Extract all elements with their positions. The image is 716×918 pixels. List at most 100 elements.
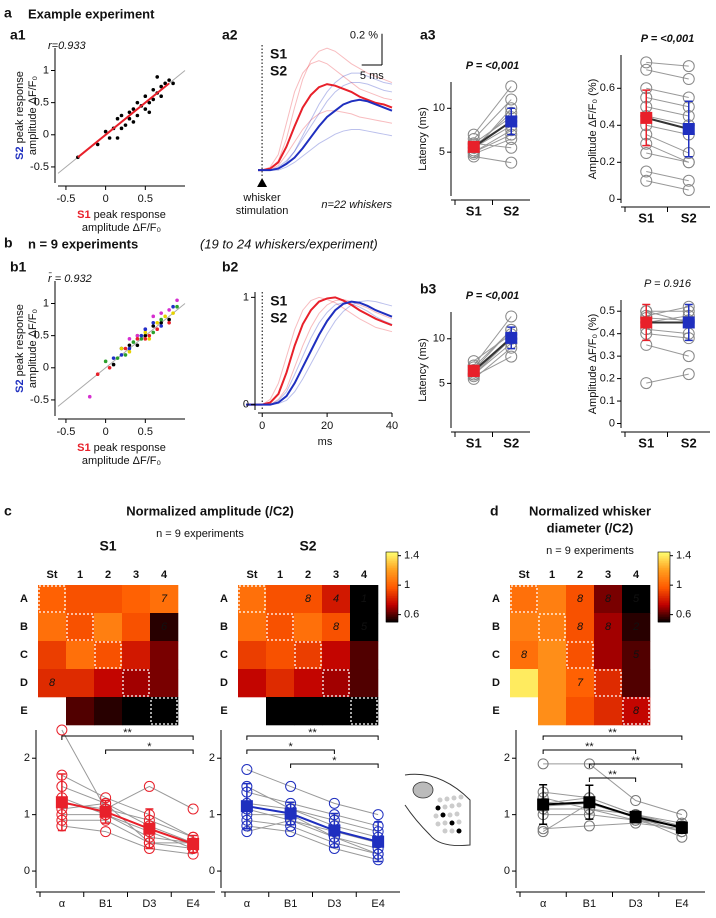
individual-point bbox=[682, 350, 695, 363]
significance-label: * bbox=[288, 741, 293, 753]
stimulus-arrow bbox=[257, 178, 268, 187]
trace bbox=[258, 128, 393, 171]
significance-label: * bbox=[147, 741, 152, 753]
scale-bar-label: 0.2 % bbox=[350, 30, 378, 42]
individual-point bbox=[537, 826, 549, 838]
colorbar-step bbox=[386, 569, 398, 572]
point bbox=[95, 142, 100, 147]
colorbar-step bbox=[386, 560, 398, 563]
individual-line bbox=[473, 138, 512, 155]
y-tick-label: 0 bbox=[609, 193, 615, 205]
point bbox=[147, 333, 152, 338]
individual-point bbox=[505, 156, 518, 169]
y-tick-label: 1 bbox=[43, 64, 49, 76]
trace bbox=[245, 296, 393, 406]
colorbar-step bbox=[658, 566, 670, 569]
x-tick-label: D3 bbox=[629, 898, 643, 910]
y-tick-label: 0.4 bbox=[600, 328, 615, 340]
y-tick-label: -0.5 bbox=[30, 394, 49, 406]
axis-label: S2 peak response bbox=[14, 304, 26, 393]
point bbox=[107, 365, 112, 370]
heatmap-title: S2 bbox=[299, 538, 316, 554]
individual-line bbox=[246, 769, 379, 816]
x-tick-label: E4 bbox=[371, 898, 384, 910]
heatmap-title: S1 bbox=[99, 538, 116, 554]
p-value: P = <0,001 bbox=[466, 60, 519, 72]
heatmap-cell bbox=[622, 697, 651, 726]
y-tick-label: 0.5 bbox=[34, 97, 49, 109]
point bbox=[143, 94, 148, 99]
y-tick-label: 2 bbox=[24, 752, 30, 764]
point bbox=[127, 337, 132, 341]
mean-trace bbox=[258, 98, 393, 172]
point bbox=[155, 320, 160, 325]
x-tick-label: S1 bbox=[466, 435, 482, 450]
heatmap-cell bbox=[538, 697, 567, 726]
point bbox=[119, 126, 124, 131]
highlight-cell bbox=[322, 669, 350, 697]
point bbox=[127, 110, 132, 115]
x-tick-label: 40 bbox=[386, 420, 398, 432]
column-label: St bbox=[247, 569, 258, 581]
colorbar-step bbox=[386, 580, 398, 583]
x-tick-label: E4 bbox=[675, 898, 688, 910]
individual-point bbox=[505, 80, 518, 93]
row-label: C bbox=[492, 649, 500, 661]
row-label: A bbox=[492, 593, 500, 605]
column-label: 4 bbox=[161, 569, 168, 581]
axis-label-text: peak response bbox=[91, 442, 166, 454]
point bbox=[159, 84, 163, 89]
colorbar-step bbox=[658, 567, 670, 570]
fit-line bbox=[77, 82, 170, 159]
individual-line bbox=[646, 317, 689, 321]
x-tick-label: S2 bbox=[681, 210, 697, 225]
x-tick-label: 0.5 bbox=[138, 193, 153, 205]
colorbar-step bbox=[386, 595, 398, 598]
x-tick-label: -0.5 bbox=[56, 426, 75, 438]
significance-bracket bbox=[588, 763, 683, 768]
heatmap-cell bbox=[66, 585, 95, 614]
heatmap-cell bbox=[538, 613, 567, 642]
heatmap-cell bbox=[566, 613, 595, 642]
colorbar-step bbox=[658, 597, 670, 600]
panel-label: c bbox=[4, 503, 12, 519]
individual-line bbox=[473, 356, 512, 377]
axis-label: amplitude ΔF/F₀ bbox=[27, 76, 39, 155]
colorbar-step bbox=[658, 552, 670, 555]
x-tick-label: 20 bbox=[321, 420, 333, 432]
x-tick-label: α bbox=[59, 898, 66, 910]
highlight-cell bbox=[294, 641, 322, 669]
y-axis-label: Amplitude ΔF/F₀ (%) bbox=[587, 314, 599, 415]
y-tick-label: 1 bbox=[504, 809, 510, 821]
annotation: r=0.933 bbox=[48, 40, 86, 52]
axis-label: S1 peak response bbox=[77, 209, 166, 221]
individual-point bbox=[682, 73, 695, 86]
individual-point bbox=[56, 724, 68, 736]
point bbox=[155, 327, 160, 332]
annotation: r̄ = 0.932 bbox=[48, 272, 92, 285]
colorbar-tick-label: 1.4 bbox=[404, 550, 419, 562]
highlight-cell bbox=[566, 641, 594, 669]
point bbox=[111, 362, 116, 367]
individual-point bbox=[640, 147, 653, 160]
cell-label: 8 bbox=[49, 677, 56, 689]
heatmap-cell bbox=[294, 641, 323, 670]
individual-point bbox=[285, 826, 297, 838]
y-tick-label: 10 bbox=[433, 333, 445, 345]
y-axis-label: Amplitude ΔF/F₀ (%) bbox=[587, 79, 599, 180]
y-tick-label: 0.6 bbox=[600, 82, 615, 94]
point bbox=[159, 320, 163, 325]
colorbar-step bbox=[658, 609, 670, 612]
point bbox=[139, 337, 144, 341]
mean-line bbox=[543, 801, 683, 829]
individual-line bbox=[646, 171, 689, 182]
axis-label: S1 peak response bbox=[77, 442, 166, 454]
individual-line bbox=[646, 143, 689, 163]
colorbar-step bbox=[386, 573, 398, 576]
annotation: n=22 whiskers bbox=[321, 199, 392, 211]
individual-line bbox=[473, 333, 512, 362]
heatmap-cell bbox=[66, 641, 95, 670]
individual-line bbox=[61, 774, 194, 838]
panel-label: b3 bbox=[420, 281, 437, 297]
column-label: 3 bbox=[133, 569, 139, 581]
